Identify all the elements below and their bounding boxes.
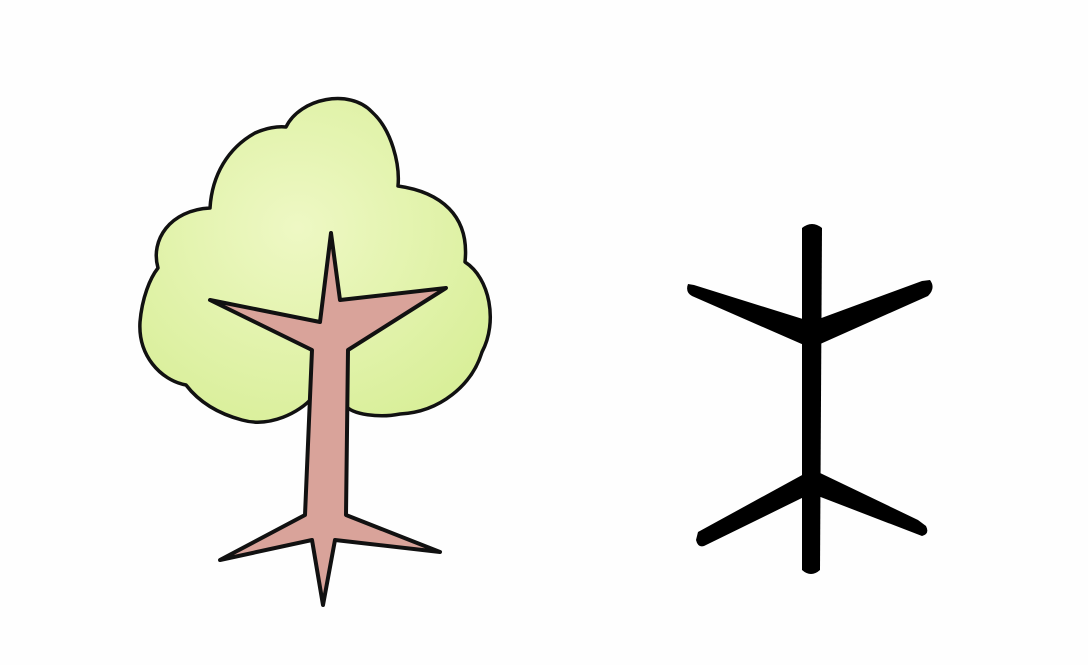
- tree-glyph-icon: [687, 224, 933, 574]
- tree-trunk: [208, 231, 448, 607]
- glyph-vertical-stroke: [802, 224, 822, 574]
- glyph-upper-right-stroke: [816, 280, 933, 345]
- glyph-lower-left-stroke: [696, 474, 806, 547]
- glyph-lower-right-stroke: [818, 472, 928, 536]
- glyph-upper-left-stroke: [687, 284, 806, 345]
- tree-icon: [138, 96, 493, 607]
